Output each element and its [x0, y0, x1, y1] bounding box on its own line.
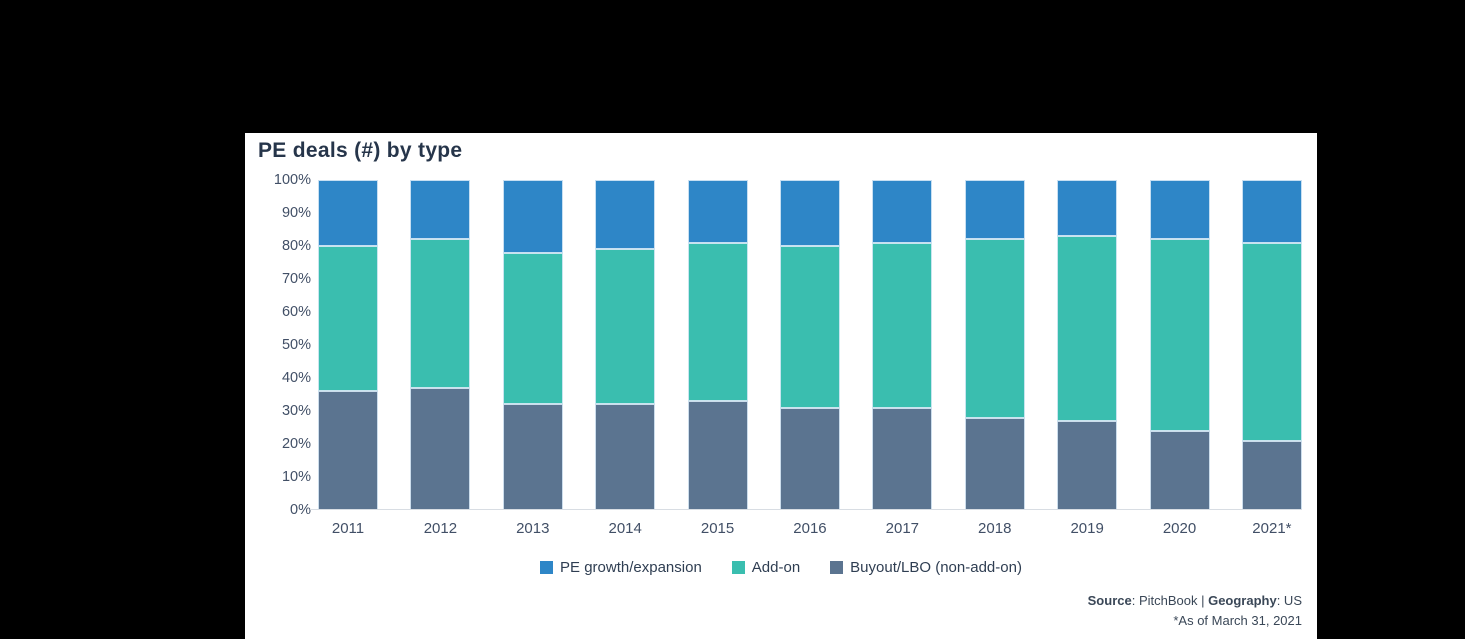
bar-segment	[1057, 180, 1118, 237]
bar-segment	[410, 180, 471, 240]
asof-note: *As of March 31, 2021	[1173, 612, 1302, 628]
y-tick-label: 70%	[281, 271, 311, 287]
bar-segment	[1241, 440, 1302, 510]
bar-2017	[872, 180, 933, 510]
bar-2012	[410, 180, 471, 510]
legend-item: Add-on	[731, 559, 801, 576]
bar-segment	[502, 180, 563, 253]
bar-2020	[1149, 180, 1210, 510]
source-line: Source: PitchBook | Geography: US	[1088, 591, 1302, 611]
bar-segment	[1241, 180, 1302, 243]
legend-label: PE growth/expansion	[560, 559, 702, 576]
bar-segment	[964, 239, 1025, 418]
x-tick-label: 2019	[1070, 520, 1104, 537]
plot-area: 100% 90% 80% 70% 60% 50% 40% 30% 20% 10% 0% 2011 20…	[274, 172, 1302, 537]
y-tick-label: 10%	[281, 469, 311, 485]
bar-segment	[595, 404, 656, 510]
x-tick-label: 2016	[793, 520, 827, 537]
x-tick-label: 2012	[423, 520, 458, 537]
chart-title: PE deals (#) by type	[258, 139, 463, 162]
y-tick-label: 80%	[281, 238, 311, 254]
bars-container	[318, 180, 1302, 510]
y-tick-label: 60%	[281, 304, 311, 320]
bar-segment	[872, 242, 933, 408]
legend-swatch	[731, 561, 745, 574]
y-tick-label: 40%	[281, 370, 311, 386]
bar-segment	[1149, 430, 1210, 510]
legend-swatch	[830, 561, 844, 574]
bar-2016	[779, 180, 840, 510]
legend-swatch	[540, 561, 554, 574]
y-tick-label: 30%	[281, 403, 311, 419]
bar-segment	[687, 180, 748, 243]
bar-segment	[502, 252, 563, 405]
bar-segment	[595, 180, 656, 250]
geography-value: : US	[1276, 593, 1302, 608]
legend-label: Add-on	[751, 559, 801, 576]
bar-segment	[410, 387, 471, 510]
y-axis: 100% 90% 80% 70% 60% 50% 40% 30% 20% 10% 0%	[253, 172, 311, 518]
bar-2013	[502, 180, 563, 510]
source-label: Source	[1087, 593, 1132, 608]
bar-segment	[318, 180, 378, 247]
bar-2019	[1057, 180, 1118, 510]
bar-segment	[1057, 420, 1118, 510]
x-tick-label: 2011	[331, 520, 365, 537]
bar-segment	[687, 401, 748, 510]
bar-2015	[687, 180, 748, 510]
x-axis-labels: 2011 2012 2013 2014 2015 2016 2017 2018 2019 2020…	[318, 520, 1302, 537]
legend-label: Buyout/LBO (non-add-on)	[850, 559, 1022, 576]
bar-segment	[1149, 239, 1210, 431]
bar-segment	[779, 407, 840, 510]
chart-panel: PE deals (#) by type 100% 90% 80% 70% 60% 50%…	[245, 133, 1317, 639]
x-tick-label: 2014	[608, 520, 642, 537]
bar-segment	[318, 391, 378, 510]
x-tick-label: 2020	[1162, 520, 1197, 537]
bar-segment	[687, 242, 748, 402]
bar-segment	[779, 246, 840, 408]
y-tick-label: 100%	[273, 172, 311, 188]
bar-segment	[502, 404, 563, 510]
bar-segment	[1241, 242, 1302, 441]
bar-segment	[1057, 236, 1118, 421]
bar-segment	[872, 407, 933, 510]
bar-segment	[779, 180, 840, 247]
y-tick-label: 0%	[290, 502, 311, 518]
y-tick-label: 90%	[281, 205, 311, 221]
bar-segment	[410, 239, 471, 388]
bar-2011	[318, 180, 378, 510]
bar-segment	[964, 180, 1025, 240]
source-value: : PitchBook |	[1131, 593, 1209, 608]
source-note: Source: PitchBook | Geography: US *As of…	[1088, 591, 1302, 630]
x-tick-label: 2017	[885, 520, 920, 537]
bar-2021	[1241, 180, 1302, 510]
bar-segment	[964, 417, 1025, 510]
legend-item: Buyout/LBO (non-add-on)	[830, 559, 1022, 576]
x-tick-label: 2015	[700, 520, 735, 537]
x-tick-label: 2013	[516, 520, 550, 537]
bar-segment	[1149, 180, 1210, 240]
legend: PE growth/expansion Add-on Buyout/LBO (non…	[245, 559, 1317, 576]
bar-segment	[872, 180, 933, 243]
bar-2014	[595, 180, 656, 510]
bar-2018	[964, 180, 1025, 510]
y-tick-label: 50%	[281, 337, 311, 353]
x-tick-label: 2021*	[1252, 520, 1292, 537]
x-tick-label: 2018	[978, 520, 1012, 537]
geography-label: Geography	[1208, 593, 1277, 608]
x-axis-line	[310, 509, 1302, 510]
y-tick-label: 20%	[281, 436, 311, 452]
legend-item: PE growth/expansion	[540, 559, 702, 576]
bar-segment	[318, 246, 378, 392]
bar-segment	[595, 249, 656, 405]
